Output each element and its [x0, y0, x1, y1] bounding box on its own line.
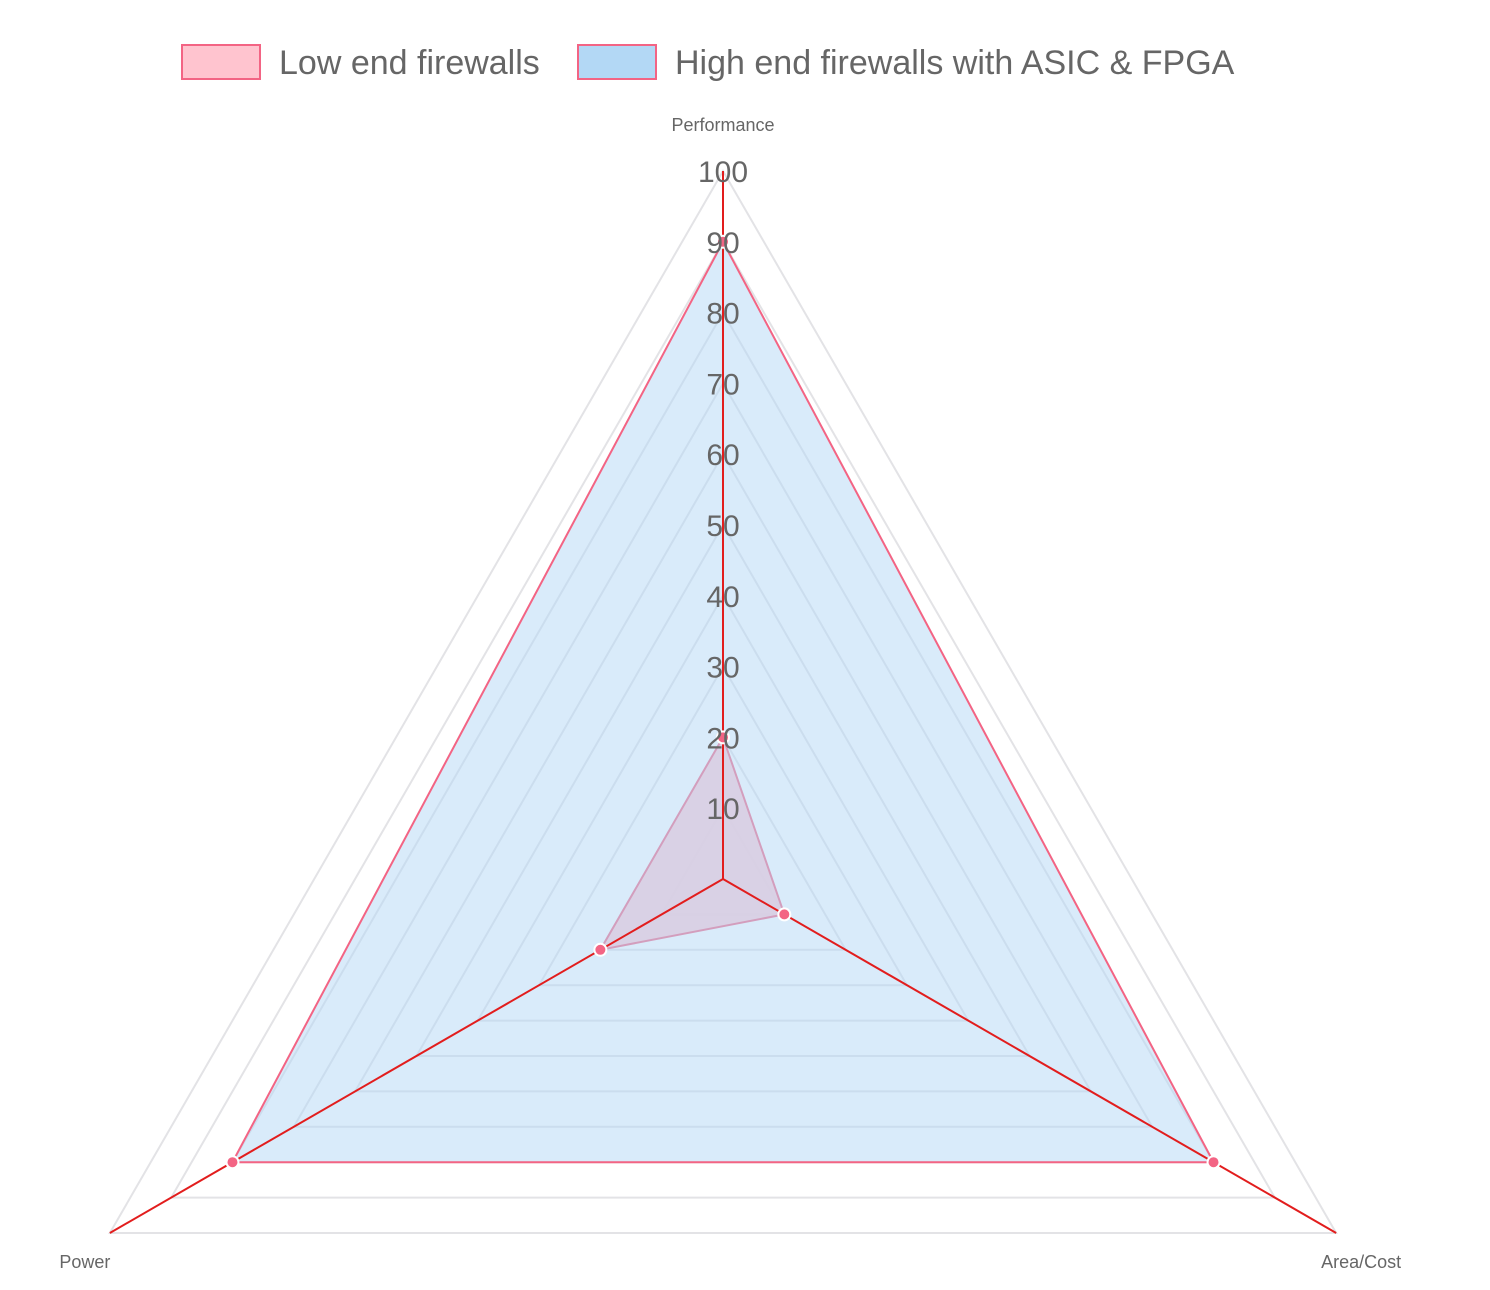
tick-label-100: 100 [698, 156, 748, 189]
axis-label-performance: Performance [671, 115, 774, 135]
point-high-end-firewalls-with-asic-fpga-performance [716, 234, 730, 249]
point-high-end-firewalls-with-asic-fpga-area-cost [1206, 1155, 1221, 1170]
grid-ring-100 [108, 169, 1338, 1234]
point-high-end-firewalls-with-asic-fpga-power [225, 1155, 240, 1170]
spoke-power [109, 878, 724, 1234]
radar-tick-labels: 10 20 30 40 50 60 70 80 90 100 [698, 156, 748, 826]
tick-label-90: 90 [706, 227, 739, 260]
tick-label-30: 30 [706, 652, 739, 685]
point-low-end-firewalls-area-cost [777, 907, 792, 922]
radar-axis-labels: Performance Area/Cost Power [59, 115, 1401, 1272]
legend-label-low-end: Low end firewalls [279, 44, 540, 82]
legend-swatch-high-end [577, 44, 657, 80]
point-low-end-firewalls-performance [716, 730, 730, 745]
tick-label-40: 40 [706, 581, 739, 614]
grid-ring-90 [169, 239, 1277, 1199]
tick-label-80: 80 [706, 298, 739, 331]
point-low-end-firewalls-power [593, 942, 608, 957]
legend-swatch-low-end [181, 44, 261, 80]
radar-spokes [109, 171, 1337, 1234]
tick-label-60: 60 [706, 439, 739, 472]
legend[interactable]: Low end firewalls High end firewalls wit… [181, 44, 1235, 82]
axis-label-power: Power [59, 1252, 110, 1272]
legend-item-high-end[interactable]: High end firewalls with ASIC & FPGA [577, 44, 1235, 82]
spoke-area-cost [722, 878, 1337, 1234]
tick-label-70: 70 [706, 368, 739, 401]
axis-label-area-cost: Area/Cost [1321, 1252, 1401, 1272]
tick-label-10: 10 [706, 793, 739, 826]
legend-item-low-end[interactable]: Low end firewalls [181, 44, 540, 82]
radar-points [225, 234, 1221, 1170]
tick-label-20: 20 [706, 722, 739, 755]
tick-label-50: 50 [706, 510, 739, 543]
legend-label-high-end: High end firewalls with ASIC & FPGA [675, 44, 1235, 82]
